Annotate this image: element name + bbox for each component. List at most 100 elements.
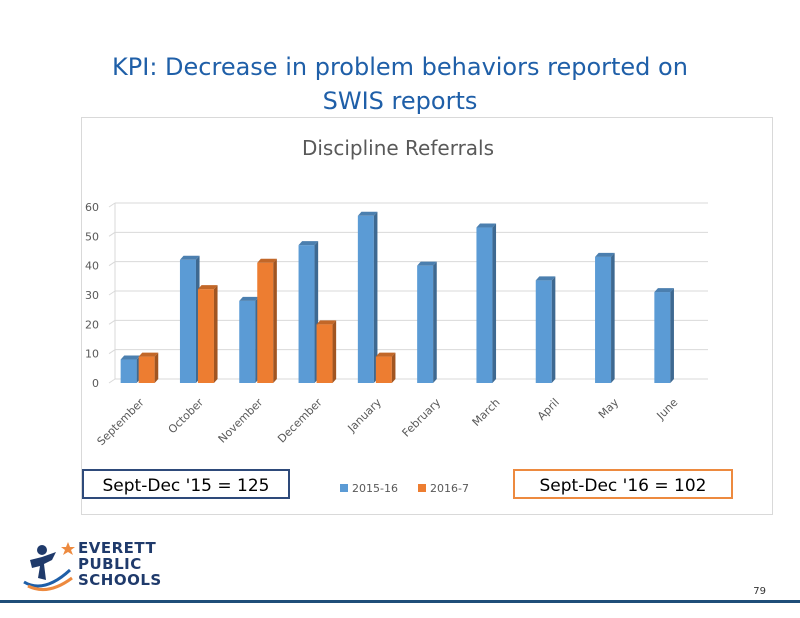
x-tick-label-march: March <box>470 396 503 429</box>
logo-line1: EVERETT <box>78 539 157 557</box>
bar-front <box>535 280 552 383</box>
gridline-depth-30 <box>108 290 116 296</box>
y-tick-label-30: 30 <box>85 289 99 302</box>
x-tick-label-february: February <box>400 396 444 440</box>
bar-2015-16-October <box>179 255 200 383</box>
bar-side <box>433 261 437 383</box>
legend-swatch-2015-16 <box>340 484 348 492</box>
bar-side <box>670 288 674 383</box>
logo-figure-icon <box>23 542 75 592</box>
bar-side <box>611 252 615 383</box>
bar-top <box>316 320 337 325</box>
bar-top <box>357 211 378 216</box>
bar-side <box>332 320 337 383</box>
bar-top <box>197 285 218 290</box>
bar-front <box>179 259 196 383</box>
bar-top <box>595 252 615 257</box>
bar-top <box>138 352 159 357</box>
bar-top <box>476 223 497 228</box>
y-tick-label-60: 60 <box>85 201 99 214</box>
gridline-depth-50 <box>108 231 116 237</box>
logo-line3: SCHOOLS <box>78 571 162 589</box>
bar-2016-7-January <box>375 352 396 383</box>
bar-top <box>120 355 141 360</box>
bar-2015-16-April <box>535 276 556 383</box>
x-tick-label-may: May <box>596 396 622 422</box>
y-tick-label-0: 0 <box>92 377 99 390</box>
bar-front <box>417 265 434 383</box>
x-tick-label-october: October <box>166 396 207 437</box>
discipline-referrals-chart: Discipline Referrals September October Nov… <box>85 136 708 495</box>
bar-top <box>535 276 556 281</box>
bar-front <box>257 262 274 383</box>
bar-side <box>391 352 396 383</box>
gridline-depth-20 <box>108 319 116 325</box>
page-number: 79 <box>753 586 766 597</box>
bar-top <box>298 241 319 246</box>
chart-bars <box>120 211 674 383</box>
bar-front <box>654 292 671 383</box>
bar-2015-16-November <box>239 296 259 383</box>
bar-front <box>476 227 493 383</box>
logo-wordmark: EVERETT PUBLIC SCHOOLS <box>78 540 162 588</box>
bar-front <box>120 359 137 383</box>
bar-front <box>138 356 155 383</box>
bar-side <box>492 223 497 383</box>
y-tick-label-10: 10 <box>85 348 99 361</box>
x-tick-label-november: November <box>216 396 266 446</box>
x-tick-label-june: June <box>654 396 681 423</box>
bar-2015-16-January <box>357 211 378 383</box>
bar-front <box>316 324 333 383</box>
bar-2015-16-September <box>120 355 141 383</box>
slide-title-line2: SWIS reports <box>322 87 478 115</box>
bar-2016-7-December <box>316 320 337 383</box>
x-tick-label-january: January <box>345 396 385 436</box>
bar-2016-7-September <box>138 352 159 383</box>
bar-side <box>551 276 556 383</box>
callout-sept-dec-2016: Sept-Dec '16 = 102 <box>513 469 733 499</box>
bar-side <box>213 285 218 383</box>
bar-top <box>179 255 200 260</box>
y-tick-label-20: 20 <box>85 318 99 331</box>
bar-2016-7-October <box>197 285 218 383</box>
x-tick-label-september: September <box>95 396 148 449</box>
bar-front <box>595 256 612 383</box>
bar-2016-7-November <box>257 258 277 383</box>
y-tick-label-50: 50 <box>85 230 99 243</box>
x-tick-label-december: December <box>275 396 325 446</box>
callout-sept-dec-2015: Sept-Dec '15 = 125 <box>82 469 290 499</box>
gridline-depth-10 <box>108 349 116 355</box>
bar-side <box>273 258 277 383</box>
bar-front <box>239 300 256 383</box>
gridline-depth-40 <box>108 261 116 267</box>
slide-title: KPI: Decrease in problem behaviors repor… <box>0 50 800 118</box>
bar-front <box>375 356 392 383</box>
bar-top <box>257 258 277 263</box>
chart-x-tick-labels: September October November December January F… <box>95 396 681 449</box>
bar-front <box>298 245 315 383</box>
bar-2015-16-June <box>654 288 674 383</box>
footer-rule <box>0 600 800 603</box>
bar-top <box>417 261 437 266</box>
slide-title-line1: KPI: Decrease in problem behaviors repor… <box>112 53 688 81</box>
logo-line2: PUBLIC <box>78 555 142 573</box>
bar-front <box>197 289 214 383</box>
bar-top <box>654 288 674 293</box>
chart-title: Discipline Referrals <box>302 136 494 160</box>
bar-front <box>357 215 374 383</box>
bar-2015-16-May <box>595 252 615 383</box>
gridline-depth-0 <box>108 378 116 384</box>
chart-legend: 2015-16 2016-7 <box>340 482 469 495</box>
bar-top <box>239 296 259 301</box>
chart-frame: Discipline Referrals September October Nov… <box>81 117 773 515</box>
y-tick-label-40: 40 <box>85 260 99 273</box>
x-tick-label-april: April <box>535 396 562 423</box>
legend-label-2015-16: 2015-16 <box>352 482 398 495</box>
bar-2015-16-February <box>417 261 437 383</box>
bar-side <box>373 211 378 383</box>
bar-side <box>154 352 159 383</box>
everett-public-schools-logo: EVERETT PUBLIC SCHOOLS <box>22 540 182 600</box>
bar-2015-16-December <box>298 241 319 383</box>
bar-2015-16-March <box>476 223 497 383</box>
legend-label-2016-7: 2016-7 <box>430 482 469 495</box>
